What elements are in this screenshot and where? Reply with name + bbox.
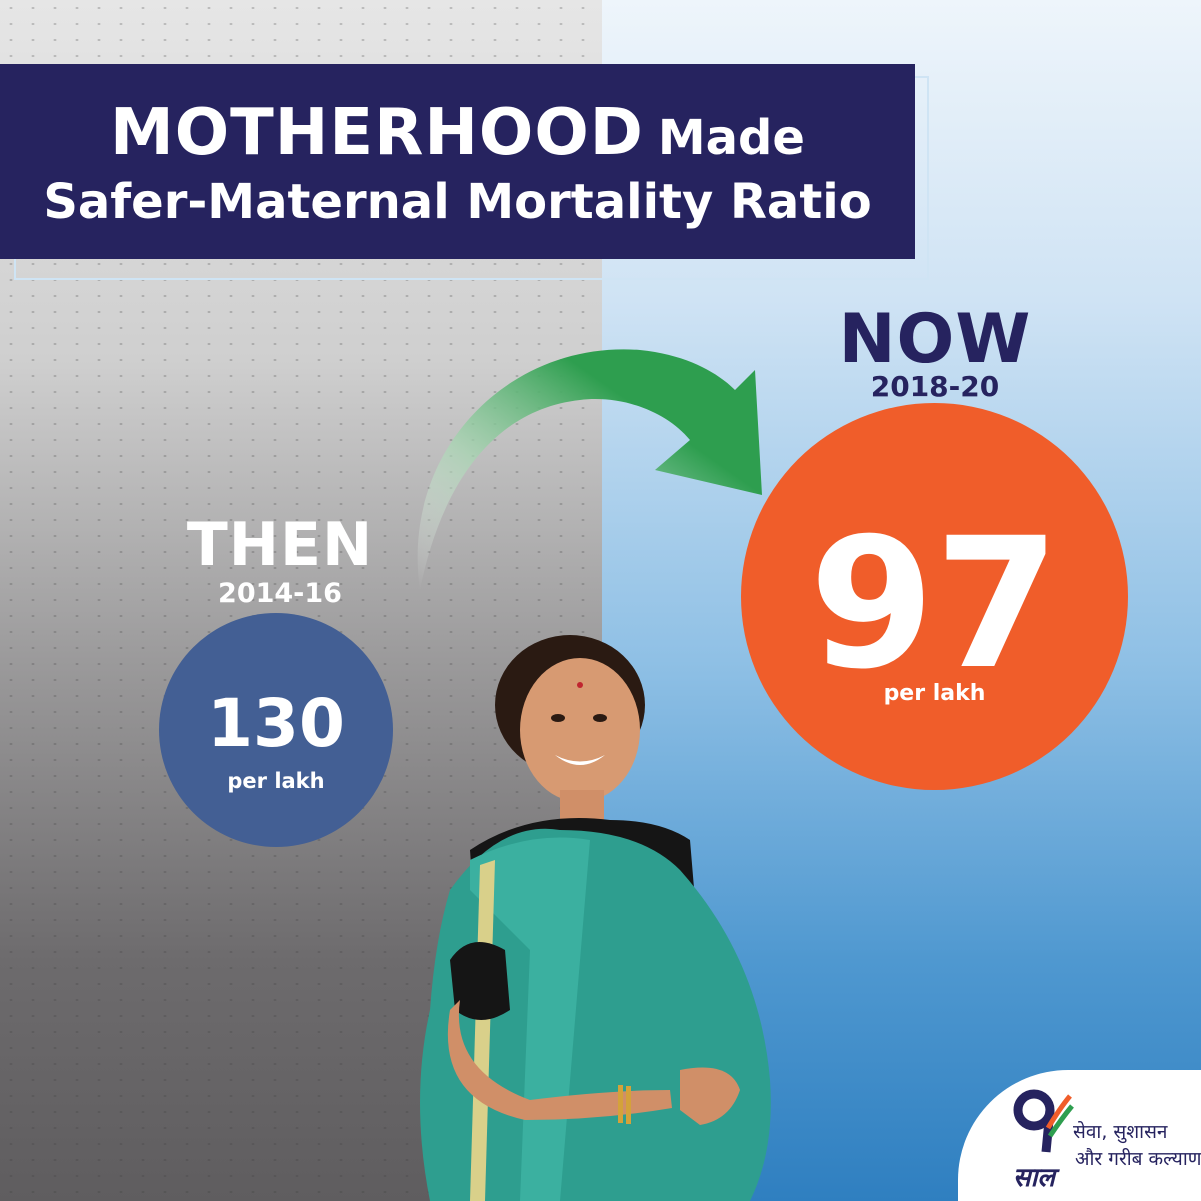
now-label: NOW (838, 300, 1032, 379)
then-value: 130 (207, 685, 345, 762)
then-value-circle: 130 per lakh (159, 613, 393, 847)
title-banner (0, 64, 915, 259)
logo-tagline-line-1: सेवा, सुशासन (1073, 1121, 1168, 1143)
logo-tagline-line-2: और गरीब कल्याण (1075, 1148, 1201, 1170)
logo-saal-text: साल (1013, 1163, 1055, 1193)
then-label: THEN (186, 510, 374, 580)
then-unit: per lakh (227, 769, 325, 793)
now-value-circle: 97 per lakh (741, 403, 1128, 790)
now-unit: per lakh (883, 681, 986, 706)
now-period: 2018-20 (870, 370, 1000, 403)
title-line-2: Safer-Maternal Mortality Ratio (43, 174, 872, 230)
curved-arrow-icon (417, 349, 762, 590)
pregnant-woman-illustration (420, 635, 771, 1201)
title-bold-word: MOTHERHOOD (110, 96, 644, 170)
nine-years-logo-icon (1013, 1089, 1074, 1153)
title-line-1: MOTHERHOOD Made (0, 96, 915, 170)
title-rest-word: Made (657, 110, 805, 166)
now-value: 97 (809, 500, 1060, 709)
then-period: 2014-16 (218, 578, 342, 609)
